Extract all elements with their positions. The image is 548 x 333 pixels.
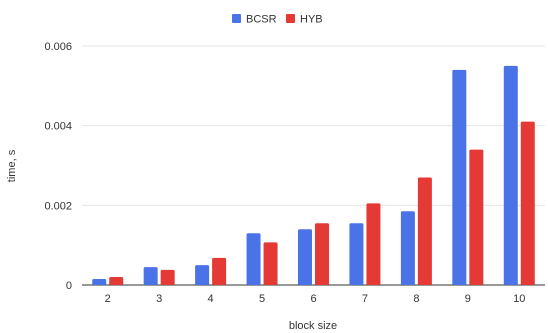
- y-tick-label: 0.004: [44, 121, 72, 133]
- bar-bcsr-8: [400, 211, 415, 285]
- bar-hyb-7: [366, 203, 381, 285]
- legend-label-bcsr: BCSR: [246, 14, 277, 26]
- bar-hyb-4: [212, 257, 227, 285]
- bar-bcsr-2: [92, 279, 107, 285]
- bar-hyb-8: [417, 177, 432, 285]
- y-axis-ticks: 0 0.002 0.004 0.006: [44, 41, 72, 292]
- x-tick-label: 2: [105, 293, 111, 305]
- bar-hyb-2: [109, 277, 124, 285]
- x-tick-label: 5: [259, 293, 265, 305]
- x-tick-label: 4: [208, 293, 214, 305]
- y-tick-label: 0: [66, 280, 72, 292]
- bar-hyb-10: [520, 121, 535, 285]
- bar-bcsr-7: [349, 223, 364, 285]
- bar-bcsr-6: [298, 229, 312, 285]
- bar-bcsr-3: [143, 267, 158, 285]
- bar-bcsr-9: [452, 69, 467, 286]
- bar-bcsr-10: [503, 65, 518, 286]
- bar-hyb-3: [160, 269, 175, 285]
- y-tick-label: 0.002: [44, 200, 72, 212]
- legend: BCSR HYB: [232, 14, 323, 26]
- legend-swatch-hyb: [286, 14, 295, 23]
- y-tick-label: 0.006: [44, 41, 72, 53]
- legend-label-hyb: HYB: [300, 14, 323, 26]
- x-tick-label: 7: [362, 293, 368, 305]
- x-tick-label: 3: [156, 293, 162, 305]
- x-tick-label: 10: [513, 293, 525, 305]
- bar-hyb-9: [469, 149, 484, 285]
- x-axis-ticks: 2 3 4 5 6 7 8 9 10: [105, 293, 526, 305]
- bar-bcsr-5: [246, 233, 261, 285]
- bar-hyb-6: [315, 223, 329, 285]
- x-tick-label: 6: [310, 293, 316, 305]
- x-tick-label: 8: [413, 293, 419, 305]
- x-tick-label: 9: [465, 293, 471, 305]
- gridlines: [82, 45, 545, 286]
- x-axis-title: block size: [289, 320, 337, 332]
- bar-bcsr-4: [195, 265, 210, 285]
- y-axis-title: time, s: [6, 149, 18, 182]
- bar-hyb-5: [263, 242, 278, 285]
- bars: [92, 65, 535, 286]
- legend-swatch-bcsr: [232, 14, 241, 23]
